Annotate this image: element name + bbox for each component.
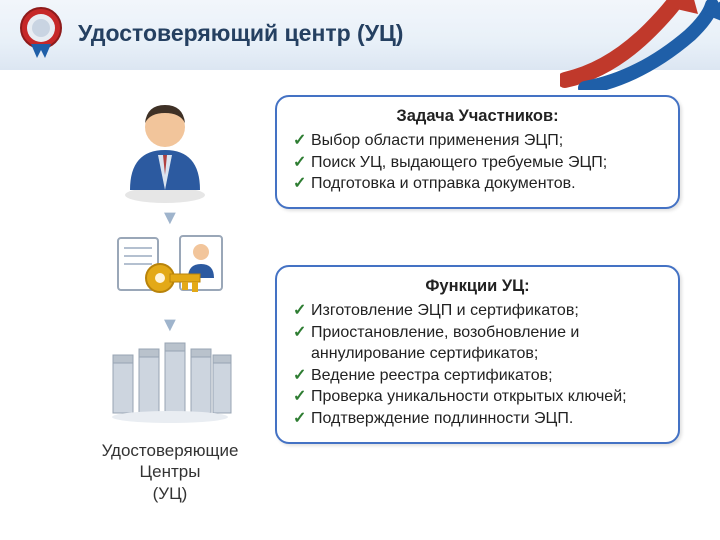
uc-caption-line: Удостоверяющие xyxy=(102,441,239,460)
list-item: ✓ Изготовление ЭЦП и сертификатов; xyxy=(293,300,662,322)
check-icon: ✓ xyxy=(293,173,306,195)
list-item-text: Подтверждение подлинности ЭЦП. xyxy=(311,410,573,427)
tasks-bubble: Задача Участников: ✓ Выбор области примен… xyxy=(275,95,680,209)
functions-list: ✓Изготовление ЭЦП и сертификатов; ✓Приос… xyxy=(293,300,662,430)
tasks-title: Задача Участников: xyxy=(293,107,662,126)
list-item-text: Ведение реестра сертификатов; xyxy=(311,367,553,384)
list-item: ✓ Выбор области применения ЭЦП; xyxy=(293,130,662,152)
check-icon: ✓ xyxy=(293,300,306,322)
down-arrow-icon: ▼ xyxy=(160,314,180,337)
uc-caption-line: Центры xyxy=(140,462,201,481)
functions-title: Функции УЦ: xyxy=(293,277,662,296)
award-medal-icon xyxy=(14,4,68,58)
list-item: ✓Приостановление, возобновление и аннули… xyxy=(293,322,662,365)
uc-caption: Удостоверяющие Центры (УЦ) xyxy=(75,440,265,504)
page-title: Удостоверяющий центр (УЦ) xyxy=(78,20,403,47)
curved-arrows-icon xyxy=(560,0,720,90)
check-icon: ✓ xyxy=(293,386,306,408)
check-icon: ✓ xyxy=(293,408,306,430)
tasks-list: ✓ Выбор области применения ЭЦП; ✓ Поиск УЦ… xyxy=(293,130,662,195)
list-item-text: Поиск УЦ, выдающего требуемые ЭЦП; xyxy=(311,154,607,171)
list-item-text: Приостановление, возобновление и аннулир… xyxy=(311,324,579,363)
documents-key-icon xyxy=(110,230,230,310)
uc-caption-line: (УЦ) xyxy=(153,484,188,503)
check-icon: ✓ xyxy=(293,130,306,152)
server-cluster-icon xyxy=(105,335,235,425)
list-item: ✓ Проверка уникальности открытых ключей; xyxy=(293,386,662,408)
list-item: ✓ Ведение реестра сертификатов; xyxy=(293,365,662,387)
list-item: ✓ Подготовка и отправка документов. xyxy=(293,173,662,195)
list-item-text: Выбор области применения ЭЦП; xyxy=(311,132,563,149)
list-item: ✓ Подтверждение подлинности ЭЦП. xyxy=(293,408,662,430)
businessman-icon xyxy=(120,95,210,205)
list-item: ✓ Поиск УЦ, выдающего требуемые ЭЦП; xyxy=(293,152,662,174)
check-icon: ✓ xyxy=(293,365,306,387)
list-item-text: Подготовка и отправка документов. xyxy=(311,175,576,192)
check-icon: ✓ xyxy=(293,152,306,174)
list-item-text: Проверка уникальности открытых ключей; xyxy=(311,388,627,405)
functions-bubble: Функции УЦ: ✓ Изготовление ЭЦП и сертифик… xyxy=(275,265,680,444)
down-arrow-icon: ▼ xyxy=(160,207,180,230)
check-icon: ✓ xyxy=(293,322,306,344)
list-item-text: Изготовление ЭЦП и сертификатов; xyxy=(311,302,579,319)
